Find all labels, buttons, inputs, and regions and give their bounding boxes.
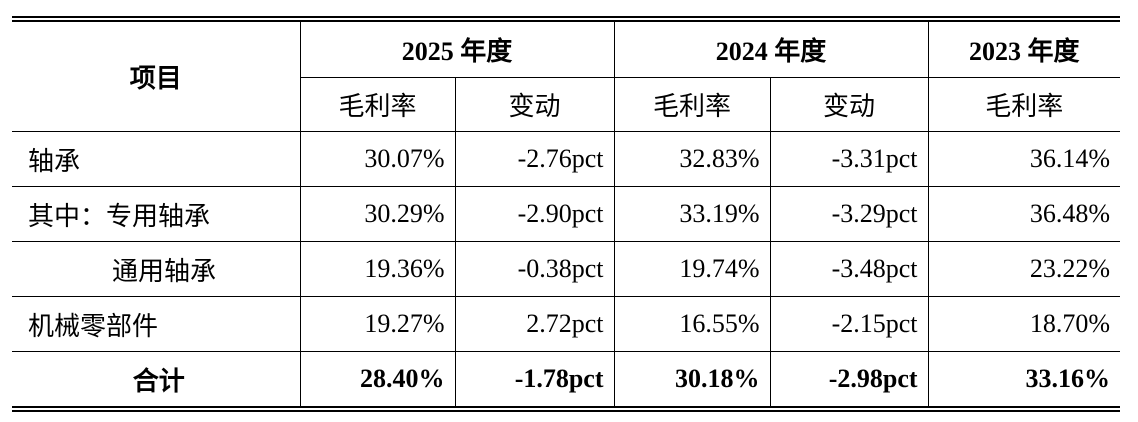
gross-margin-table: 项目 2025 年度 2024 年度 2023 年度 毛利率 变动 毛利率 变动… [12, 16, 1121, 412]
cell: -1.78pct [454, 351, 615, 410]
header-cell: 变动 [769, 77, 929, 132]
cell: 30.18% [613, 351, 771, 410]
header-row: 项目 2025 年度 2024 年度 2023 年度 [12, 18, 1121, 132]
header-cell: 2024 年度 [613, 18, 929, 78]
data-row: 轴承 30.07% -2.76pct 32.83% -3.31pct 36.14% [12, 131, 1121, 187]
cell: 2.72pct [454, 296, 615, 352]
data-row: 通用轴承 19.36% -0.38pct 19.74% -3.48pct 23.22% [12, 241, 1121, 297]
header-cell: 项目 [12, 18, 301, 132]
cell: -3.31pct [769, 131, 929, 187]
cell: 30.29% [299, 186, 456, 242]
cell: 19.27% [299, 296, 456, 352]
header-cell: 毛利率 [613, 77, 771, 132]
data-row: 机械零部件 19.27% 2.72pct 16.55% -2.15pct 18.70% [12, 296, 1121, 352]
row-label: 其中：专用轴承 [12, 186, 301, 242]
cell: 28.40% [299, 351, 456, 410]
cell: 36.14% [927, 131, 1121, 187]
header-cell: 毛利率 [300, 77, 456, 132]
cell: 19.74% [613, 241, 771, 297]
cell: -0.38pct [454, 241, 615, 297]
cell: -2.15pct [769, 296, 929, 352]
cell: 32.83% [613, 131, 771, 187]
data-row: 其中：专用轴承 30.29% -2.90pct 33.19% -3.29pct 36.48… [12, 186, 1121, 242]
cell: -3.29pct [769, 186, 929, 242]
cell: 36.48% [927, 186, 1121, 242]
row-label: 通用轴承 [12, 241, 301, 297]
cell: 23.22% [927, 241, 1121, 297]
row-label: 轴承 [12, 131, 301, 187]
cell: -2.98pct [769, 351, 929, 410]
cell: -3.48pct [769, 241, 929, 297]
header-row: 毛利率 变动 毛利率 变动 毛利率 [12, 77, 1121, 132]
cell: 33.19% [613, 186, 771, 242]
header-cell: 2025 年度 [299, 18, 615, 78]
cell: 16.55% [613, 296, 771, 352]
cell: -2.76pct [454, 131, 615, 187]
cell: 19.36% [299, 241, 456, 297]
cell: 33.16% [927, 351, 1121, 410]
data-row: 合计 28.40% -1.78pct 30.18% -2.98pct 33.16% [12, 351, 1121, 410]
cell: 30.07% [299, 131, 456, 187]
cell: -2.90pct [454, 186, 615, 242]
row-label: 机械零部件 [12, 296, 301, 352]
header-cell: 毛利率 [927, 77, 1121, 132]
cell: 18.70% [927, 296, 1121, 352]
header-cell: 变动 [454, 77, 615, 132]
row-label: 合计 [12, 351, 301, 410]
header-cell: 2023 年度 [927, 18, 1121, 78]
